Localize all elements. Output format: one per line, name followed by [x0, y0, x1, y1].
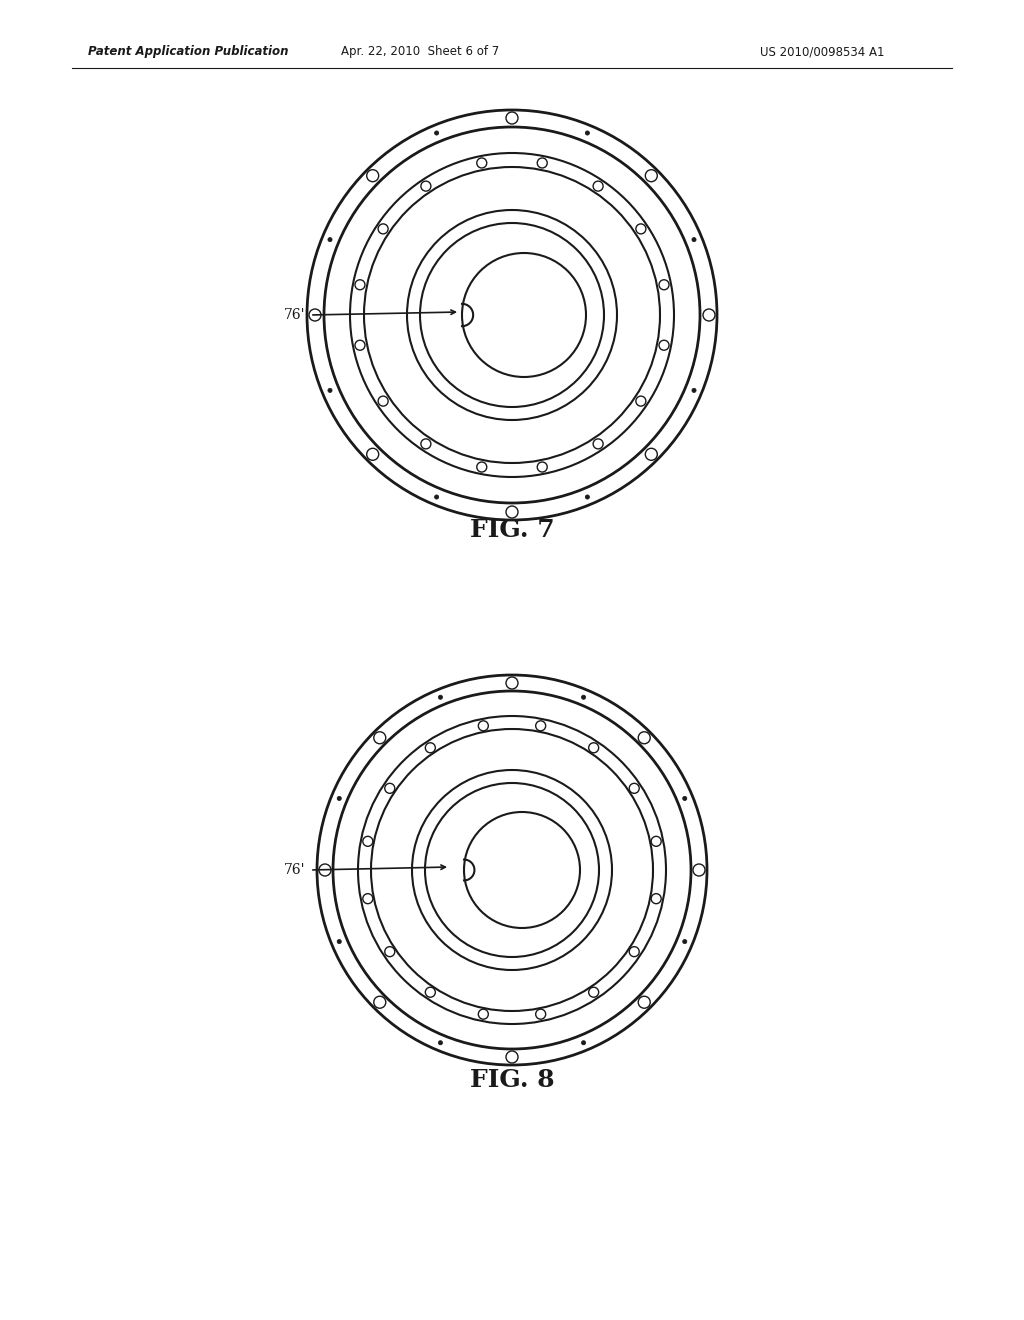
Circle shape	[421, 181, 431, 191]
Circle shape	[385, 946, 395, 957]
Circle shape	[636, 396, 646, 407]
Circle shape	[589, 743, 599, 752]
Text: US 2010/0098534 A1: US 2010/0098534 A1	[760, 45, 885, 58]
Circle shape	[582, 696, 586, 700]
Text: FIG. 8: FIG. 8	[470, 1068, 554, 1092]
Circle shape	[478, 721, 488, 731]
Text: 76': 76'	[284, 308, 305, 322]
Circle shape	[425, 743, 435, 752]
Circle shape	[651, 837, 662, 846]
Circle shape	[536, 1010, 546, 1019]
Circle shape	[478, 1010, 488, 1019]
Circle shape	[362, 837, 373, 846]
Circle shape	[421, 438, 431, 449]
Circle shape	[586, 495, 590, 499]
Circle shape	[328, 388, 332, 392]
Circle shape	[629, 946, 639, 957]
Circle shape	[309, 309, 321, 321]
Circle shape	[538, 462, 547, 473]
Circle shape	[328, 238, 332, 242]
Text: FIG. 7: FIG. 7	[470, 517, 554, 543]
Circle shape	[374, 731, 386, 743]
Circle shape	[645, 449, 657, 461]
Circle shape	[438, 1040, 442, 1045]
Circle shape	[434, 495, 438, 499]
Circle shape	[385, 783, 395, 793]
Circle shape	[651, 894, 662, 904]
Circle shape	[586, 131, 590, 135]
Circle shape	[506, 677, 518, 689]
Circle shape	[434, 131, 438, 135]
Text: 76': 76'	[284, 863, 305, 876]
Circle shape	[593, 181, 603, 191]
Circle shape	[337, 796, 341, 800]
Circle shape	[506, 1051, 518, 1063]
Circle shape	[638, 997, 650, 1008]
Circle shape	[683, 796, 687, 800]
Circle shape	[378, 396, 388, 407]
Circle shape	[636, 224, 646, 234]
Circle shape	[506, 506, 518, 517]
Circle shape	[692, 238, 696, 242]
Circle shape	[692, 388, 696, 392]
Circle shape	[477, 462, 486, 473]
Circle shape	[683, 940, 687, 944]
Circle shape	[362, 894, 373, 904]
Circle shape	[374, 997, 386, 1008]
Circle shape	[536, 721, 546, 731]
Circle shape	[582, 1040, 586, 1045]
Circle shape	[693, 865, 705, 876]
Circle shape	[593, 438, 603, 449]
Circle shape	[355, 280, 365, 290]
Circle shape	[629, 783, 639, 793]
Circle shape	[589, 987, 599, 997]
Circle shape	[638, 731, 650, 743]
Circle shape	[367, 449, 379, 461]
Circle shape	[506, 112, 518, 124]
Circle shape	[425, 987, 435, 997]
Text: Apr. 22, 2010  Sheet 6 of 7: Apr. 22, 2010 Sheet 6 of 7	[341, 45, 499, 58]
Circle shape	[319, 865, 331, 876]
Circle shape	[477, 158, 486, 168]
Circle shape	[659, 280, 669, 290]
Circle shape	[378, 224, 388, 234]
Circle shape	[438, 696, 442, 700]
Text: Patent Application Publication: Patent Application Publication	[88, 45, 289, 58]
Circle shape	[538, 158, 547, 168]
Circle shape	[703, 309, 715, 321]
Circle shape	[367, 170, 379, 182]
Circle shape	[337, 940, 341, 944]
Circle shape	[645, 170, 657, 182]
Circle shape	[659, 341, 669, 350]
Circle shape	[355, 341, 365, 350]
